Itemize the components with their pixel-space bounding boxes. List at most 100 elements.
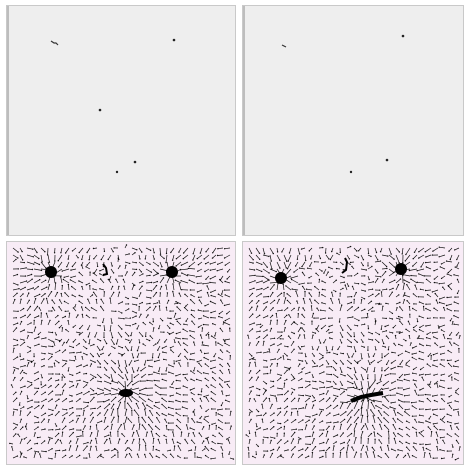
field-arrow	[346, 424, 352, 431]
field-arrow-head	[16, 273, 19, 276]
field-arrow-head	[217, 342, 219, 344]
field-arrow-head	[321, 270, 323, 272]
field-arrow-head	[16, 397, 18, 399]
field-arrow	[454, 378, 460, 382]
field-arrow	[248, 268, 255, 271]
field-arrow-head	[432, 413, 435, 415]
field-arrow-head	[389, 406, 391, 408]
field-arrow	[367, 331, 373, 335]
field-arrow	[12, 408, 18, 411]
field-arrow	[134, 409, 140, 417]
field-arrow	[374, 338, 380, 343]
field-arrow	[26, 314, 31, 319]
field-arrow-head	[356, 325, 359, 327]
field-arrow-head	[136, 370, 139, 372]
field-arrow	[318, 408, 324, 411]
field-arrow-head	[57, 260, 59, 262]
field-arrow	[54, 439, 59, 445]
field-arrow-head	[356, 401, 359, 403]
field-arrow-head	[175, 360, 177, 362]
field-arrow-head	[133, 284, 135, 287]
field-arrow-head	[136, 430, 138, 432]
field-arrow-head	[175, 337, 177, 339]
field-arrow-head	[440, 394, 442, 396]
field-arrow	[60, 276, 63, 284]
field-arrow-head	[142, 264, 144, 267]
field-arrow-head	[283, 291, 285, 294]
field-arrow	[392, 424, 397, 431]
field-arrow-head	[64, 310, 66, 312]
field-arrow	[145, 247, 151, 251]
field-arrow	[436, 299, 439, 305]
field-arrow	[276, 299, 280, 305]
field-arrow-head	[149, 335, 151, 337]
field-arrow-head	[61, 270, 63, 272]
field-arrow-head	[397, 354, 400, 357]
field-arrow	[255, 268, 262, 272]
field-arrow-head	[203, 440, 205, 442]
field-arrow-head	[38, 405, 40, 407]
field-arrow-head	[191, 418, 193, 420]
field-arrow	[447, 433, 453, 438]
field-arrow-head	[183, 323, 185, 325]
field-arrow-head	[138, 416, 140, 418]
field-arrow-head	[32, 248, 34, 250]
field-arrow-head	[283, 432, 285, 434]
field-arrow-head	[407, 320, 410, 322]
field-arrow-head	[428, 418, 430, 420]
field-arrow-head	[259, 369, 261, 372]
field-arrow	[88, 453, 91, 459]
field-arrow-head	[351, 285, 354, 288]
field-arrow	[248, 328, 253, 333]
field-arrow-head	[24, 275, 27, 277]
field-arrow-head	[189, 358, 191, 361]
field-arrow-head	[197, 309, 200, 311]
field-arrow-head	[52, 345, 54, 348]
field-arrow-head	[418, 251, 420, 253]
field-arrow	[152, 306, 157, 312]
field-arrow-head	[258, 336, 261, 338]
field-arrow-head	[142, 438, 144, 441]
field-arrow	[378, 455, 383, 459]
field-arrow	[196, 379, 203, 382]
field-arrow-head	[187, 267, 190, 270]
field-arrow-head	[360, 437, 362, 439]
field-arrow	[87, 299, 91, 305]
field-arrow	[153, 371, 161, 375]
field-arrow-head	[214, 335, 216, 337]
field-arrow-head	[333, 445, 335, 447]
field-arrow-head	[78, 271, 80, 274]
field-arrow	[96, 430, 99, 438]
field-arrow	[96, 359, 101, 365]
field-arrow	[110, 417, 115, 424]
field-arrow-head	[295, 428, 297, 430]
field-arrow-head	[21, 250, 23, 253]
field-arrow-head	[403, 299, 406, 301]
field-arrow-head	[37, 377, 40, 380]
field-arrow-head	[331, 291, 333, 293]
field-arrow	[311, 365, 318, 368]
field-arrow-head	[418, 432, 420, 434]
field-arrow	[339, 401, 348, 403]
field-arrow-head	[356, 362, 359, 365]
field-arrow	[432, 364, 439, 368]
field-arrow-head	[404, 454, 407, 457]
field-arrow	[402, 274, 411, 277]
field-arrow-head	[184, 355, 186, 358]
field-arrow-head	[351, 306, 353, 308]
field-arrow	[283, 406, 288, 410]
field-arrow-head	[357, 256, 360, 259]
field-arrow-head	[139, 423, 141, 425]
field-arrow-head	[313, 355, 315, 357]
field-arrow-head	[338, 298, 340, 300]
field-arrow	[405, 408, 411, 411]
field-arrow-head	[254, 274, 256, 277]
field-arrow	[47, 291, 52, 298]
field-arrow-head	[254, 280, 256, 282]
field-arrow-head	[100, 305, 102, 308]
field-arrow-head	[134, 252, 136, 254]
field-arrow	[353, 437, 357, 445]
field-arrow	[33, 432, 36, 438]
field-arrow-head	[294, 397, 296, 399]
field-arrow-head	[330, 373, 333, 376]
